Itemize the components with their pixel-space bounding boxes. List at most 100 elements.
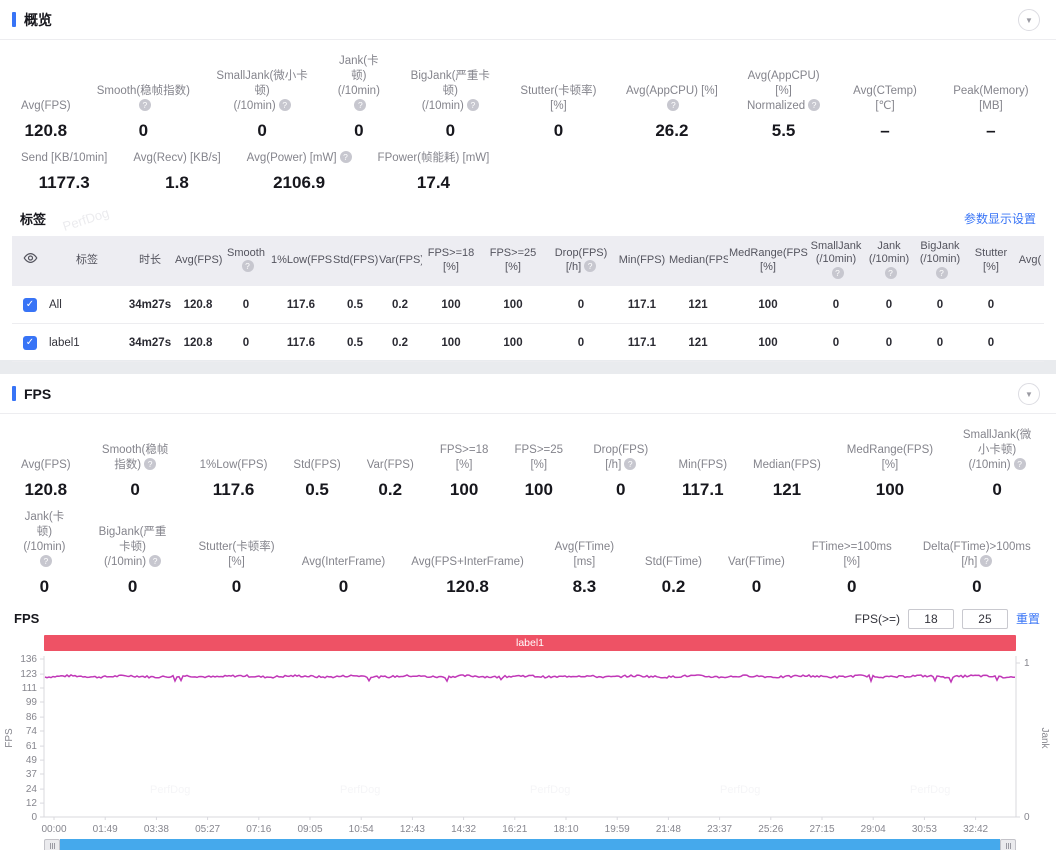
metric: Std(FTime) 0.2 (632, 555, 715, 597)
fps-title: FPS (24, 385, 52, 402)
column-header: Median(FPS) (669, 253, 728, 266)
help-icon[interactable]: ? (278, 98, 291, 111)
fps-threshold-input-1[interactable] (907, 608, 954, 629)
metric-value: 117.6 (212, 479, 255, 499)
metric-value: 0.2 (661, 576, 686, 596)
svg-text:14:32: 14:32 (451, 824, 476, 835)
svg-text:07:16: 07:16 (246, 824, 271, 835)
table-cell: 0.2 (378, 285, 422, 325)
column-header: Var(FPS) (379, 253, 422, 266)
help-icon[interactable]: ? (935, 267, 948, 280)
table-cell: 100 (422, 285, 480, 325)
help-icon[interactable]: ? (884, 267, 897, 280)
column-header: BigJank (/10min)? (919, 239, 961, 280)
metric-value: 120.8 (446, 576, 489, 596)
metric-label: Avg(InterFrame) (301, 555, 386, 568)
fps-header: FPS ▼ (0, 374, 1056, 414)
help-icon[interactable]: ? (241, 260, 254, 273)
help-icon[interactable]: ? (149, 554, 162, 567)
help-icon[interactable]: ? (584, 260, 597, 273)
svg-text:111: 111 (22, 683, 38, 694)
fps-chart-label: FPS (14, 611, 40, 627)
metric-label: BigJank(严重卡顿) (/10min)? (410, 69, 490, 112)
section-accent-bar (12, 386, 16, 401)
parameter-display-settings-link[interactable]: 参数显示设置 (963, 211, 1036, 226)
metric: Avg(AppCPU) [%] Normalized? 5.5 (731, 69, 836, 141)
svg-text:86: 86 (26, 712, 38, 723)
metric: BigJank(严重卡顿) (/10min)? 0 (397, 69, 505, 141)
help-icon[interactable]: ? (808, 98, 821, 111)
eye-icon[interactable] (23, 252, 38, 264)
table-cell: 0.5 (332, 285, 378, 325)
help-icon[interactable]: ? (667, 98, 680, 111)
column-header: Stutter [%] (974, 247, 1008, 273)
metric-label: Avg(FTime) [ms] (554, 540, 615, 568)
metric-label: Smooth(稳帧指数)? (96, 84, 190, 111)
help-icon[interactable]: ? (624, 457, 637, 470)
metric-label: SmallJank(微小卡顿) (/10min)? (962, 429, 1032, 471)
metric: Avg(FPS) 120.8 (8, 99, 84, 141)
metric-value: 0 (39, 576, 50, 596)
metric-label: Avg(AppCPU) [%]? (625, 84, 718, 111)
column-header: SmallJank (/10min)? (810, 239, 862, 280)
help-icon[interactable]: ? (1013, 457, 1026, 470)
table-cell: 34m27s (126, 285, 174, 325)
overview-metrics-row2: Send [KB/10min] 1177.3 Avg(Recv) [KB/s] 1.8… (0, 145, 1056, 197)
collapse-overview-button[interactable]: ▼ (1018, 9, 1040, 31)
chart-range-scrollbar[interactable] (44, 838, 1016, 850)
help-icon[interactable]: ? (339, 150, 352, 163)
row-checkbox[interactable]: ✓ (23, 297, 37, 312)
svg-text:37: 37 (26, 769, 38, 780)
metric-label: Std(FPS) (293, 458, 341, 471)
table-cell: 0 (546, 285, 616, 325)
help-icon[interactable]: ? (831, 267, 844, 280)
metric-value: 0 (553, 120, 564, 140)
svg-text:32:42: 32:42 (963, 824, 988, 835)
table-cell: 121 (668, 285, 728, 325)
metric-value: 0 (992, 479, 1002, 499)
help-icon[interactable]: ? (144, 457, 157, 470)
metric-label: FPS>=25 [%] (514, 443, 564, 471)
metric: Avg(InterFrame) 0 (289, 555, 399, 597)
metric-label: Min(FPS) (678, 458, 728, 471)
metric-value: 0 (751, 576, 762, 596)
svg-text:01:49: 01:49 (93, 824, 118, 835)
metric: MedRange(FPS)[%] 100 (834, 443, 946, 500)
help-icon[interactable]: ? (138, 98, 151, 111)
reset-button[interactable]: 重置 (1015, 612, 1040, 627)
help-icon[interactable]: ? (354, 98, 367, 111)
metric-label: FPower(帧能耗) [mW] (377, 151, 490, 164)
metric: SmallJank(微小卡顿) (/10min)? 0 (203, 69, 321, 141)
metric: Smooth(稳帧指数)? 0 (84, 84, 203, 141)
table-cell: 0 (914, 323, 966, 363)
scrollbar-track[interactable] (60, 838, 1000, 850)
scrollbar-left-handle[interactable] (44, 838, 60, 850)
table-cell: 0 (808, 285, 864, 325)
row-checkbox[interactable]: ✓ (23, 335, 37, 350)
metric-value: 0 (616, 479, 626, 499)
help-icon[interactable]: ? (466, 98, 479, 111)
overview-section: 概览 ▼ Avg(FPS) 120.8 Smooth(稳帧指数)? 0 SmallJan… (0, 0, 1056, 363)
fps-threshold-input-2[interactable] (961, 608, 1008, 629)
svg-text:12:43: 12:43 (400, 824, 425, 835)
svg-text:PerfDog: PerfDog (910, 784, 950, 796)
svg-text:PerfDog: PerfDog (530, 784, 570, 796)
help-icon[interactable]: ? (39, 554, 52, 567)
metric-value: 1.8 (165, 172, 189, 192)
fps-line-chart[interactable]: 136 123 111 99 86 74 61 49 37 24 12 0 1 0 00:00 01:49 03… (0, 651, 1056, 835)
help-icon[interactable]: ? (980, 554, 993, 567)
column-header: 标签 (76, 253, 98, 266)
svg-text:PerfDog: PerfDog (720, 784, 760, 796)
table-cell: 100 (480, 323, 546, 363)
svg-text:123: 123 (20, 669, 37, 680)
svg-text:99: 99 (26, 697, 38, 708)
collapse-fps-button[interactable]: ▼ (1018, 383, 1040, 405)
metric: Avg(Power) [mW]? 2106.9 (234, 150, 365, 193)
metric-label: Send [KB/10min] (21, 151, 108, 164)
metric-label: 1%Low(FPS) (199, 458, 268, 471)
table-cell: 100 (422, 323, 480, 363)
label1-band: label1 (44, 634, 1016, 651)
table-cell: 0 (808, 323, 864, 363)
svg-text:FPS: FPS (4, 728, 15, 748)
scrollbar-right-handle[interactable] (1000, 838, 1016, 850)
